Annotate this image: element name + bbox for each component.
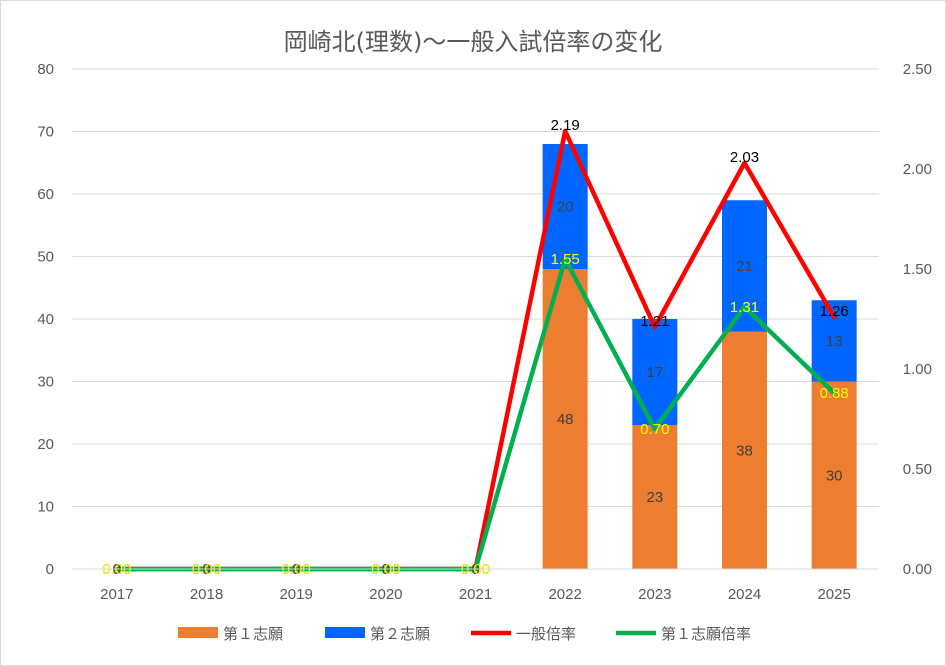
legend-swatch: [325, 627, 365, 638]
bars: [542, 144, 857, 569]
y-right-tick-label: 1.00: [903, 361, 932, 378]
data-label-first-choice-ratio: 1.55: [551, 251, 580, 268]
data-label-first-choice: 48: [557, 411, 574, 428]
y-left-tick-label: 80: [37, 61, 54, 78]
bar-first-choice: [722, 331, 767, 569]
legend: 第１志願 第２志願 一般倍率 第１志願倍率: [178, 625, 751, 643]
x-tick-label: 2019: [279, 586, 312, 603]
y-left-tick-label: 0: [46, 561, 54, 578]
legend-entry: 第２志願: [370, 625, 430, 643]
y-right-tick-label: 2.50: [903, 61, 932, 78]
data-label-first-choice-ratio: 0.70: [640, 421, 669, 438]
x-tick-label: 2021: [459, 586, 492, 603]
y-left-tick-label: 40: [37, 311, 54, 328]
data-label-general-ratio: 2.19: [551, 117, 580, 134]
y-left-tick-label: 10: [37, 499, 54, 516]
data-label-general-ratio: 1.21: [640, 313, 669, 330]
y-left-tick-label: 70: [37, 124, 54, 141]
data-label-second-choice: 13: [826, 333, 843, 350]
x-tick-label: 2024: [728, 586, 761, 603]
y-right-tick-label: 0.00: [903, 561, 932, 578]
data-label-second-choice: 17: [646, 364, 663, 381]
bar-first-choice: [542, 269, 588, 569]
axes: 0 10 20 30 40 50 60 70 80 0.00 0.50 1.00 1.50 2.00 2.5…: [37, 61, 932, 603]
data-label-general-ratio: 1.26: [820, 303, 849, 320]
legend-entry: 一般倍率: [516, 625, 576, 643]
y-left-tick-label: 30: [37, 374, 54, 391]
data-label-first-choice-ratio: 0.88: [820, 385, 849, 402]
data-label-second-choice: 21: [736, 258, 753, 275]
x-tick-label: 2023: [638, 586, 671, 603]
data-label-first-choice: 38: [736, 442, 753, 459]
x-tick-label: 2017: [100, 586, 133, 603]
data-label-first-choice-ratio: 1.31: [730, 299, 759, 316]
y-right-tick-label: 2.00: [903, 161, 932, 178]
y-left-tick-label: 60: [37, 186, 54, 203]
chart-title: 岡崎北(理数)～一般入試倍率の変化: [284, 28, 663, 56]
x-tick-label: 2020: [369, 586, 402, 603]
y-left-tick-label: 50: [37, 249, 54, 266]
legend-entry: 第１志願倍率: [661, 625, 751, 643]
legend-swatch: [178, 627, 218, 638]
bar-first-choice: [811, 381, 857, 569]
data-label-second-choice: 20: [557, 199, 574, 216]
bar-first-choice: [632, 425, 678, 569]
y-right-tick-label: 1.50: [903, 261, 932, 278]
x-tick-label: 2025: [817, 586, 850, 603]
x-tick-label: 2018: [190, 586, 223, 603]
data-label-first-choice: 30: [826, 467, 843, 484]
data-label-first-choice: 23: [646, 489, 663, 506]
legend-entry: 第１志願: [223, 625, 283, 643]
y-right-tick-label: 0.50: [903, 461, 932, 478]
y-left-tick-label: 20: [37, 436, 54, 453]
x-tick-label: 2022: [548, 586, 581, 603]
data-label-general-ratio: 2.03: [730, 149, 759, 166]
